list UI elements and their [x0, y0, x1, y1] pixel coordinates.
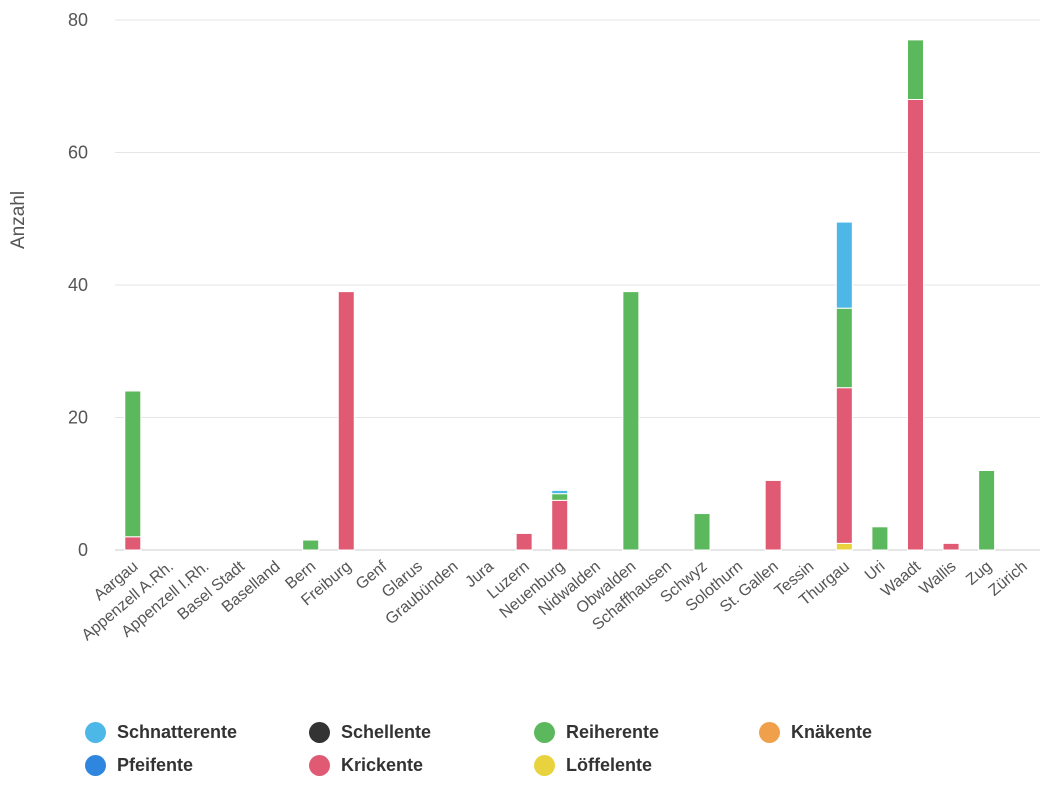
y-tick-label: 60: [68, 143, 88, 163]
legend-label: Schnatterente: [117, 722, 238, 742]
legend-item[interactable]: Schellente: [309, 722, 431, 743]
bar-segment: [551, 489, 569, 495]
bar-segment: [906, 99, 924, 551]
bar-segment: [835, 307, 853, 389]
bar-segment: [835, 542, 853, 551]
x-tick-label: Uri: [862, 558, 889, 584]
legend-marker: [759, 722, 780, 743]
legend-marker: [309, 722, 330, 743]
legend-marker: [534, 755, 555, 776]
bar-segment: [942, 542, 960, 551]
y-tick-label: 0: [78, 540, 88, 560]
legend: Schnatterente Pfeifente Schellente Krickent…: [85, 722, 985, 786]
y-tick-label: 20: [68, 408, 88, 428]
y-axis: 0 20 40 60 80: [68, 10, 88, 560]
bar-segment: [622, 291, 640, 551]
legend-label: Knäkente: [791, 722, 873, 742]
legend-label: Löffelente: [566, 755, 653, 775]
legend-item[interactable]: Löffelente: [534, 755, 652, 776]
bar-segment: [835, 221, 853, 309]
legend-marker: [309, 755, 330, 776]
legend-label: Reiherente: [566, 722, 660, 742]
bar-segment: [835, 387, 853, 544]
bar-segment: [302, 539, 320, 551]
gridlines: [115, 19, 1040, 551]
bar-segment: [693, 513, 711, 551]
legend-label: Schellente: [341, 722, 432, 742]
y-tick-label: 40: [68, 275, 88, 295]
legend-marker: [85, 755, 106, 776]
bar-segment: [515, 532, 533, 551]
bar-segment: [124, 536, 142, 551]
bar-segment: [337, 291, 355, 551]
y-tick-label: 80: [68, 10, 88, 30]
bar-segment: [871, 526, 889, 551]
legend-label: Krickente: [341, 755, 424, 775]
bar-segment: [978, 470, 996, 551]
bars: [124, 39, 996, 551]
x-tick-label: Wallis: [916, 558, 959, 598]
legend-item[interactable]: Krickente: [309, 755, 423, 776]
legend-marker: [534, 722, 555, 743]
bar-segment: [906, 39, 924, 100]
legend-marker: [85, 722, 106, 743]
y-axis-label: Anzahl: [8, 191, 29, 249]
bar-segment: [551, 493, 569, 501]
bar-segment: [764, 479, 782, 551]
legend-item[interactable]: Schnatterente: [85, 722, 237, 743]
x-tick-label: Waadt: [878, 558, 924, 601]
legend-item[interactable]: Reiherente: [534, 722, 659, 743]
x-tick-label: Zürich: [986, 558, 1031, 600]
legend-label: Pfeifente: [117, 755, 194, 775]
bar-segment: [551, 499, 569, 551]
legend-item[interactable]: Pfeifente: [85, 755, 193, 776]
legend-item[interactable]: Knäkente: [759, 722, 872, 743]
bar-segment: [124, 390, 142, 538]
